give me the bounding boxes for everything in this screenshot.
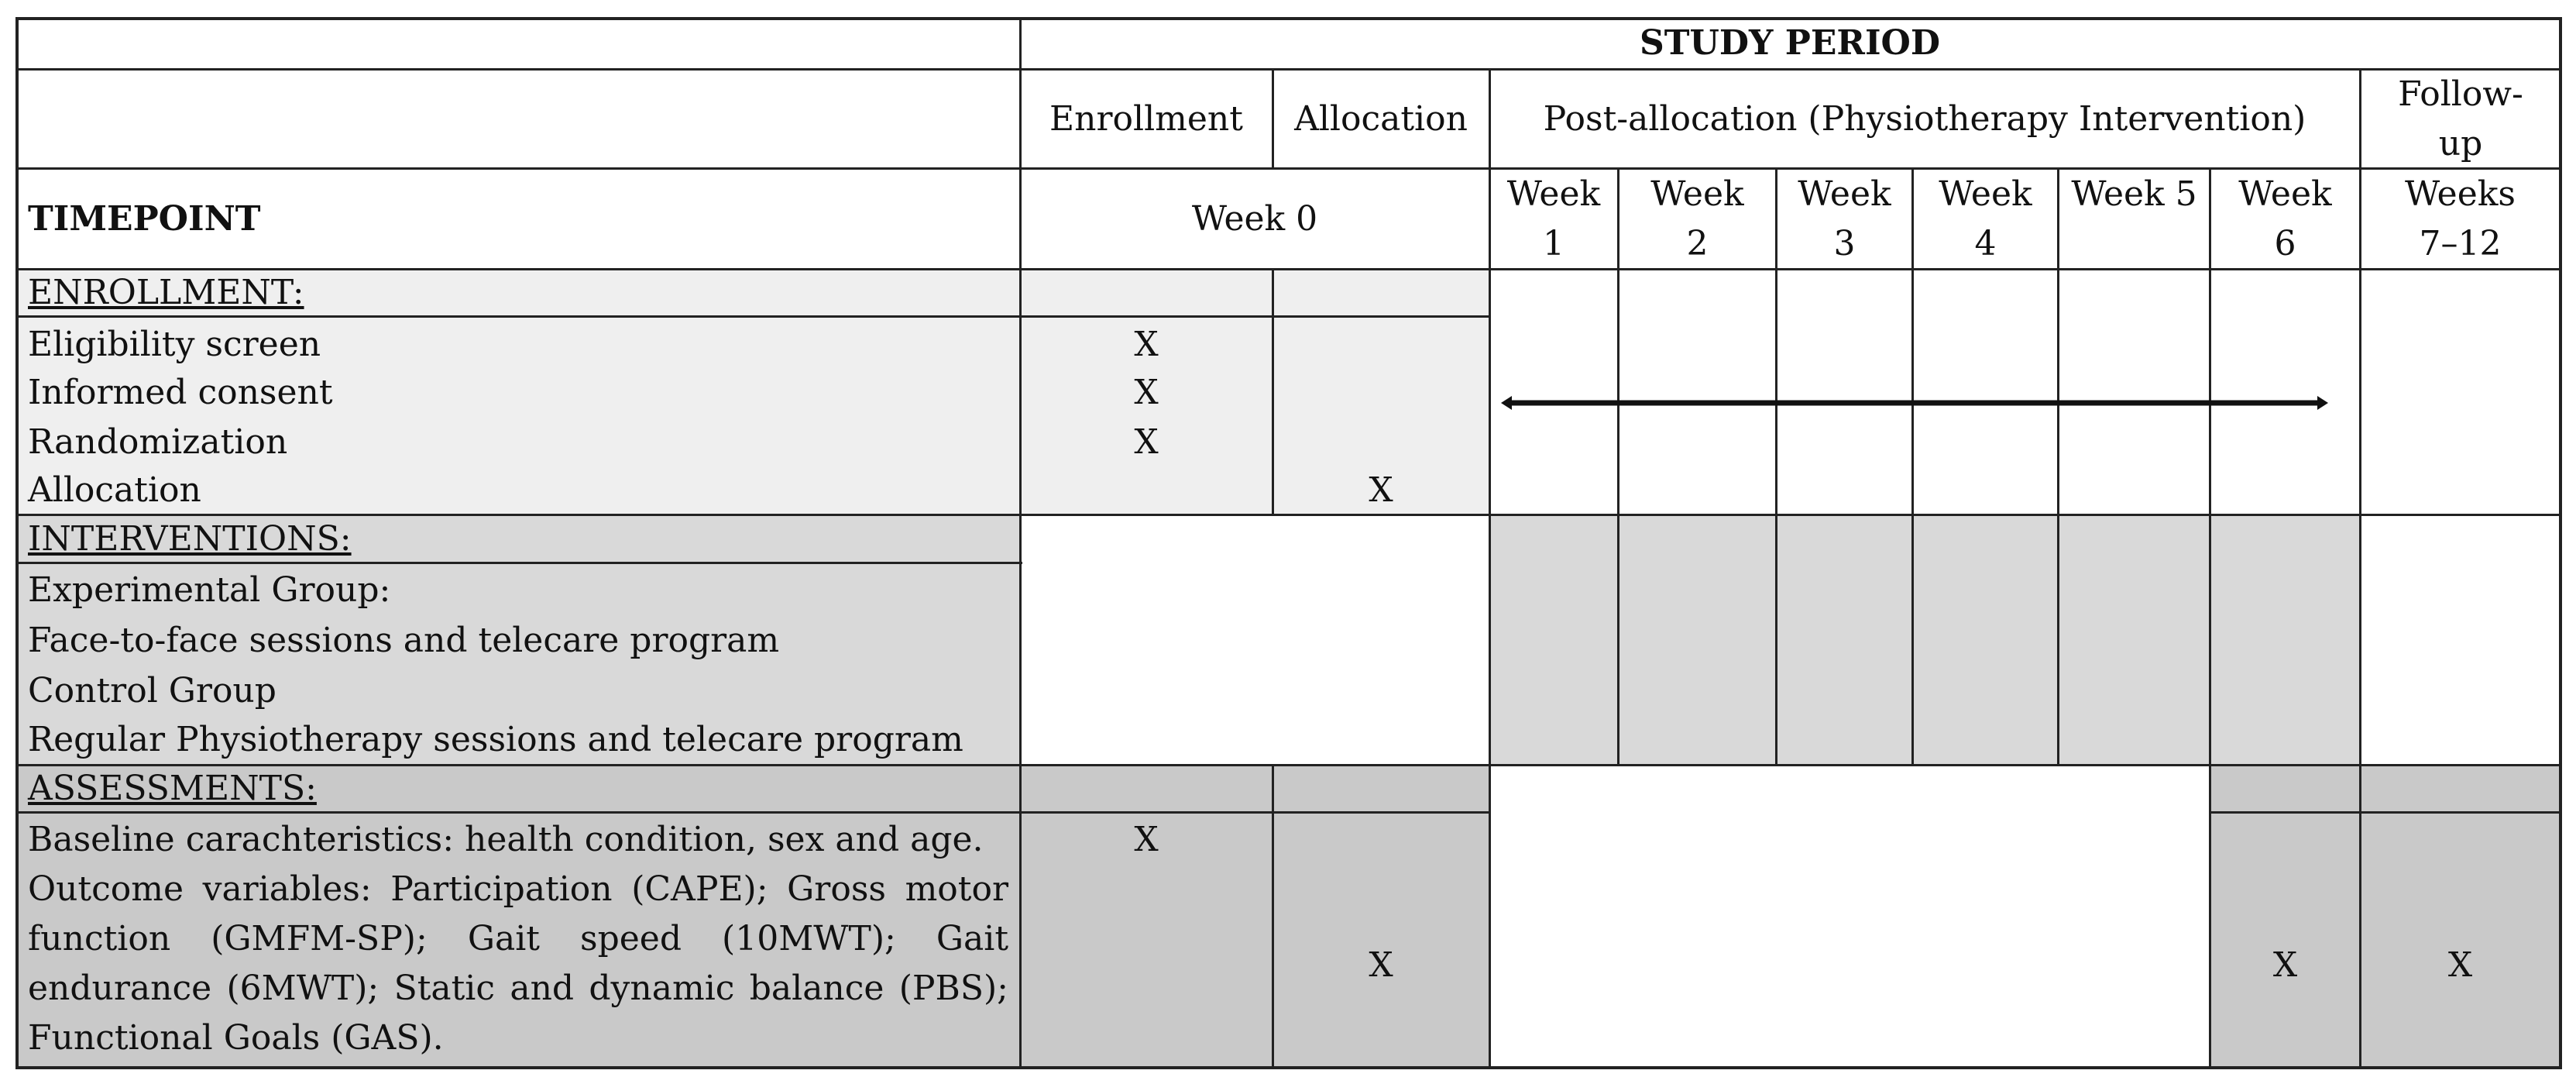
eligibility-enroll-mark: X — [1134, 325, 1159, 364]
weeks-7-12-line2: 7–12 — [2419, 224, 2502, 263]
week-5-label: Week 5 — [2059, 170, 2209, 268]
week-6-line1: Week — [2238, 174, 2332, 214]
outcomes-alloc-mark: X — [1369, 945, 1393, 985]
enrollment-fill-alloc — [1273, 270, 1489, 514]
vline-left-col — [1019, 17, 1022, 1069]
weeks-7-12-label: Weeks 7–12 — [2361, 170, 2559, 268]
hline-header — [15, 167, 2562, 170]
study-period-header: STUDY PERIOD — [1639, 23, 1941, 63]
interventions-fill-weeks — [1490, 516, 2359, 764]
week-6-line2: 6 — [2274, 224, 2296, 263]
intervention-span-arrow — [1501, 396, 2328, 410]
border-top — [15, 17, 2562, 20]
hline-timepoint — [15, 268, 2562, 270]
vline-post-follow — [2359, 68, 2361, 1069]
interventions-fill-left — [17, 516, 1019, 764]
assessments-heading: ASSESSMENTS: — [28, 769, 317, 808]
control-group-label: Control Group — [28, 671, 276, 711]
assessments-fill-enroll — [1021, 766, 1272, 1066]
week-1-label: Week 1 — [1490, 170, 1617, 268]
enrollment-fill-left — [17, 270, 1019, 514]
interventions-heading: INTERVENTIONS: — [28, 519, 352, 559]
vline-w1-w2 — [1617, 167, 1619, 766]
assessments-fill-week6 — [2210, 766, 2359, 1066]
week-3-line1: Week — [1798, 174, 1891, 214]
week-3-label: Week 3 — [1777, 170, 1911, 268]
weeks-7-12-line1: Weeks — [2405, 174, 2516, 214]
informed-consent-label: Informed consent — [28, 373, 333, 412]
week-4-label: Week 4 — [1914, 170, 2057, 268]
vline-alloc-post — [1489, 68, 1491, 1069]
post-allocation-header: Post-allocation (Physiotherapy Intervent… — [1543, 98, 2306, 139]
vline-enroll-alloc-low — [1272, 268, 1274, 516]
baseline-characteristics-label: Baseline carachteristics: health conditi… — [28, 820, 984, 859]
vline-w5-w6 — [2209, 167, 2211, 766]
outcome-variables-label: Outcome variables: Participation (CAPE);… — [28, 869, 1008, 1058]
assessments-fill-left — [17, 766, 1019, 1066]
enrollment-fill-enroll — [1021, 270, 1272, 514]
week-4-line1: Week — [1939, 174, 2032, 214]
vline-w5-w6-assess — [2209, 764, 2211, 1069]
timepoint-label: TIMEPOINT — [28, 198, 261, 239]
border-bottom — [15, 1066, 2562, 1069]
hline-interv-heading — [15, 562, 1022, 564]
week-2-label: Week 2 — [1619, 170, 1775, 268]
week-6-label: Week 6 — [2211, 170, 2359, 268]
hline-enroll-heading — [15, 315, 1490, 318]
randomization-enroll-mark: X — [1134, 422, 1159, 462]
week-4-line2: 4 — [1974, 224, 1997, 263]
enrollment-header: Enrollment — [1049, 98, 1243, 139]
outcomes-week6-mark: X — [2272, 945, 2298, 985]
vline-enroll-alloc-top — [1272, 68, 1274, 169]
week-1-line1: Week — [1506, 174, 1601, 214]
hline-interv-end — [15, 764, 2562, 766]
week-2-line1: Week — [1650, 174, 1744, 214]
vline-w3-w4 — [1911, 167, 1914, 766]
week-3-line2: 3 — [1833, 224, 1856, 263]
experimental-group-label: Experimental Group: — [28, 570, 391, 610]
baseline-enroll-mark: X — [1134, 820, 1159, 859]
hline-assess-heading-right — [2209, 811, 2562, 814]
randomization-label: Randomization — [28, 422, 288, 462]
allocation-alloc-mark: X — [1369, 470, 1393, 510]
hline-assess-heading — [15, 811, 1490, 814]
eligibility-screen-label: Eligibility screen — [28, 325, 321, 364]
assessments-fill-followup — [2361, 766, 2561, 1066]
assessments-fill-alloc — [1273, 766, 1489, 1066]
hline-enroll-end — [15, 514, 2562, 516]
border-right — [2559, 17, 2562, 1069]
follow-up-header: Follow-up — [2398, 74, 2523, 163]
week0-label: Week 0 — [1191, 198, 1318, 239]
enrollment-heading: ENROLLMENT: — [28, 273, 304, 312]
outcomes-followup-mark: X — [2447, 945, 2473, 985]
vline-w4-w5 — [2057, 167, 2059, 766]
experimental-group-desc: Face-to-face sessions and telecare progr… — [28, 621, 780, 660]
border-left — [15, 17, 19, 1069]
week-1-line2: 1 — [1543, 224, 1564, 263]
vline-w2-w3 — [1775, 167, 1777, 766]
hline-study-period — [15, 68, 2562, 71]
allocation-header: Allocation — [1294, 98, 1468, 139]
week-2-line2: 2 — [1686, 224, 1709, 263]
week-5-line1: Week 5 — [2071, 174, 2197, 214]
vline-enroll-alloc-assess — [1272, 764, 1274, 1069]
control-group-desc: Regular Physiotherapy sessions and telec… — [28, 720, 963, 759]
consent-enroll-mark: X — [1134, 373, 1159, 412]
allocation-row-label: Allocation — [28, 470, 201, 510]
